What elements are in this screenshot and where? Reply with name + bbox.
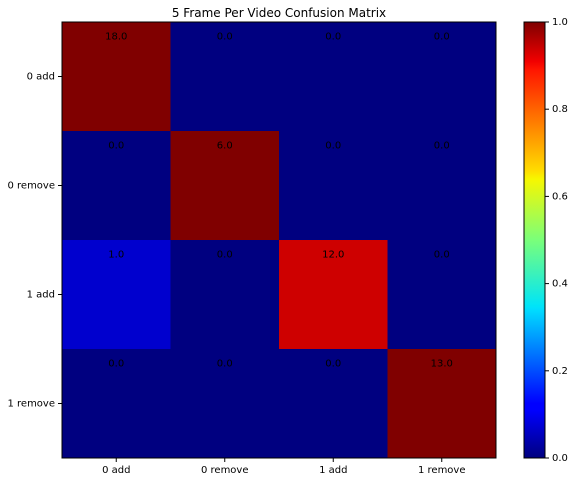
cell-label-1-0: 0.0 [108,141,124,152]
cell-label-0-1: 0.0 [217,32,233,43]
colorbar-tick-label: 0.4 [552,279,568,290]
y-tick-label: 1 remove [7,399,55,410]
colorbar-tick-label: 0.6 [552,191,568,202]
heatmap-cell-0-0 [62,22,171,132]
y-tick-label: 0 remove [7,181,55,192]
cell-label-3-0: 0.0 [108,359,124,370]
heatmap-cell-2-1 [170,240,280,350]
cell-label-2-1: 0.0 [217,250,233,261]
colorbar-tick-label: 0.2 [552,366,568,377]
colorbar-ticks: 0.0 0.2 0.4 0.6 0.8 1.0 [545,17,568,464]
heatmap-cell-labels: 18.0 0.0 0.0 0.0 0.0 6.0 0.0 0.0 1.0 0.0 12.0 0.0 0.… [105,32,453,370]
heatmap-cell-2-0 [62,240,171,350]
cell-label-2-3: 0.0 [434,250,450,261]
heatmap-cell-0-3 [387,22,497,132]
plot-frame [61,21,497,459]
cell-label-1-1: 6.0 [217,141,233,152]
colorbar-tick-label: 0.8 [552,104,568,115]
heatmap-cell-2-3 [387,240,497,350]
colorbar [523,21,546,459]
heatmap-cell-0-1 [170,22,280,132]
cell-label-3-3: 13.0 [431,359,453,370]
cell-label-1-2: 0.0 [325,141,341,152]
x-tick-label: 1 remove [418,465,466,476]
heatmap-cell-3-3 [387,349,497,459]
heatmap-cells [62,22,497,459]
heatmap-cell-3-0 [62,349,171,459]
x-tick-label: 0 remove [201,465,249,476]
cell-label-0-3: 0.0 [434,32,450,43]
cell-label-2-0: 1.0 [108,250,124,261]
heatmap-cell-3-1 [170,349,280,459]
cell-label-1-3: 0.0 [434,141,450,152]
cell-label-0-2: 0.0 [325,32,341,43]
colorbar-tick-label: 1.0 [552,17,568,28]
heatmap-cell-2-2 [279,240,388,350]
heatmap-cell-1-0 [62,131,171,241]
x-tick-label: 0 add [102,465,130,476]
chart-title: 5 Frame Per Video Confusion Matrix [172,6,386,20]
heatmap-cell-3-2 [279,349,388,459]
cell-label-3-1: 0.0 [217,359,233,370]
y-tick-label: 1 add [27,290,55,301]
heatmap-cell-1-2 [279,131,388,241]
x-axis-ticks: 0 add 0 remove 1 add 1 remove [102,458,466,476]
cell-label-3-2: 0.0 [325,359,341,370]
y-axis-ticks: 0 add 0 remove 1 add 1 remove [7,72,62,410]
x-tick-label: 1 add [319,465,347,476]
y-tick-label: 0 add [27,72,55,83]
heatmap-cell-1-1 [170,131,280,241]
cell-label-2-2: 12.0 [322,250,344,261]
heatmap-cell-1-3 [387,131,497,241]
colorbar-tick-label: 0.0 [552,453,568,464]
heatmap-cell-0-2 [279,22,388,132]
cell-label-0-0: 18.0 [105,32,127,43]
